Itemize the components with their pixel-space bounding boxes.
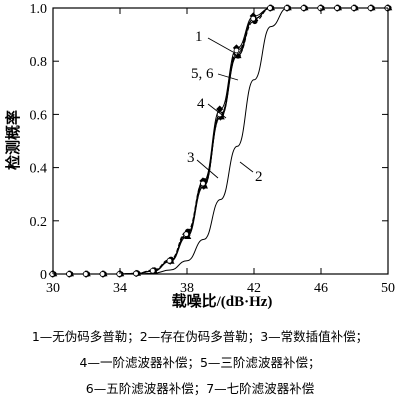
y-tick-label: 0.2 [30, 215, 48, 230]
y-axis-label: 检测概率 [4, 110, 22, 170]
series-line-3 [52, 7, 388, 275]
data-point-series-7 [99, 271, 106, 277]
y-tick-label: 1.0 [30, 2, 48, 17]
annotation-leader-2 [239, 161, 254, 173]
plot-border [52, 7, 389, 275]
caption-line-3: 6—五阶滤波器补偿；7—七阶滤波器补偿 [85, 381, 315, 396]
data-point-series-7 [267, 5, 273, 11]
x-tick-label: 38 [180, 281, 194, 296]
series-line-7 [52, 7, 388, 275]
data-point-series-7 [82, 271, 89, 277]
x-axis-label: 载噪比/(dB·Hz) [172, 292, 273, 310]
annotation-leader-1 [207, 37, 234, 53]
series-line-6 [52, 7, 388, 275]
data-point-series-7 [283, 5, 290, 11]
annotation-leader-4 [207, 103, 227, 119]
data-point-series-7 [116, 271, 122, 277]
y-tick-label: 0.6 [30, 108, 48, 123]
y-tick-label: 0.8 [30, 55, 48, 70]
data-point-series-7 [250, 15, 257, 22]
annotation-label-2: 2 [255, 169, 263, 185]
data-point-series-7 [300, 5, 307, 11]
annotation-label-4: 4 [197, 96, 205, 112]
caption-line-1: 1—无伪码多普勒；2—存在伪码多普勒；3—常数插值补偿； [31, 329, 369, 344]
data-point-series-7 [166, 257, 173, 264]
data-point-series-7 [334, 5, 340, 11]
x-tick-label: 30 [46, 281, 60, 296]
data-point-series-6 [234, 52, 242, 59]
plot-frame [52, 7, 389, 275]
annotation-leader-5 [217, 73, 239, 81]
data-point-series-7 [149, 268, 156, 274]
annotation-label-1: 1 [195, 29, 203, 45]
annotation-leader-3 [196, 159, 219, 179]
data-point-series-7 [200, 180, 206, 187]
y-tick-label: 0.4 [30, 162, 48, 177]
series-line-5 [52, 7, 388, 275]
x-tick-label: 42 [247, 281, 261, 296]
series-line-2 [52, 7, 388, 275]
data-point-series-7 [317, 5, 324, 11]
data-point-series-7 [66, 271, 72, 277]
data-point-series-7 [350, 5, 357, 11]
annotation-label-5: 5, 6 [191, 66, 214, 82]
x-tick-label: 50 [381, 281, 395, 296]
markers [48, 4, 393, 278]
caption-line-2: 4—一阶滤波器补偿；5—三阶滤波器补偿； [79, 355, 321, 370]
data-point-series-7 [133, 270, 139, 277]
data-point-series-7 [183, 231, 190, 237]
series-line-4 [52, 7, 388, 275]
curves [52, 7, 388, 275]
x-tick-label: 34 [113, 281, 127, 296]
curve-annotations: 1 2 3 4 5, 6 [187, 29, 263, 185]
data-point-series-7 [367, 5, 374, 11]
annotation-label-3: 3 [187, 150, 195, 166]
data-point-series-7 [233, 47, 240, 54]
y-tick-label: 0 [40, 268, 47, 283]
x-tick-label: 46 [314, 281, 328, 296]
series-line-1 [52, 7, 388, 275]
